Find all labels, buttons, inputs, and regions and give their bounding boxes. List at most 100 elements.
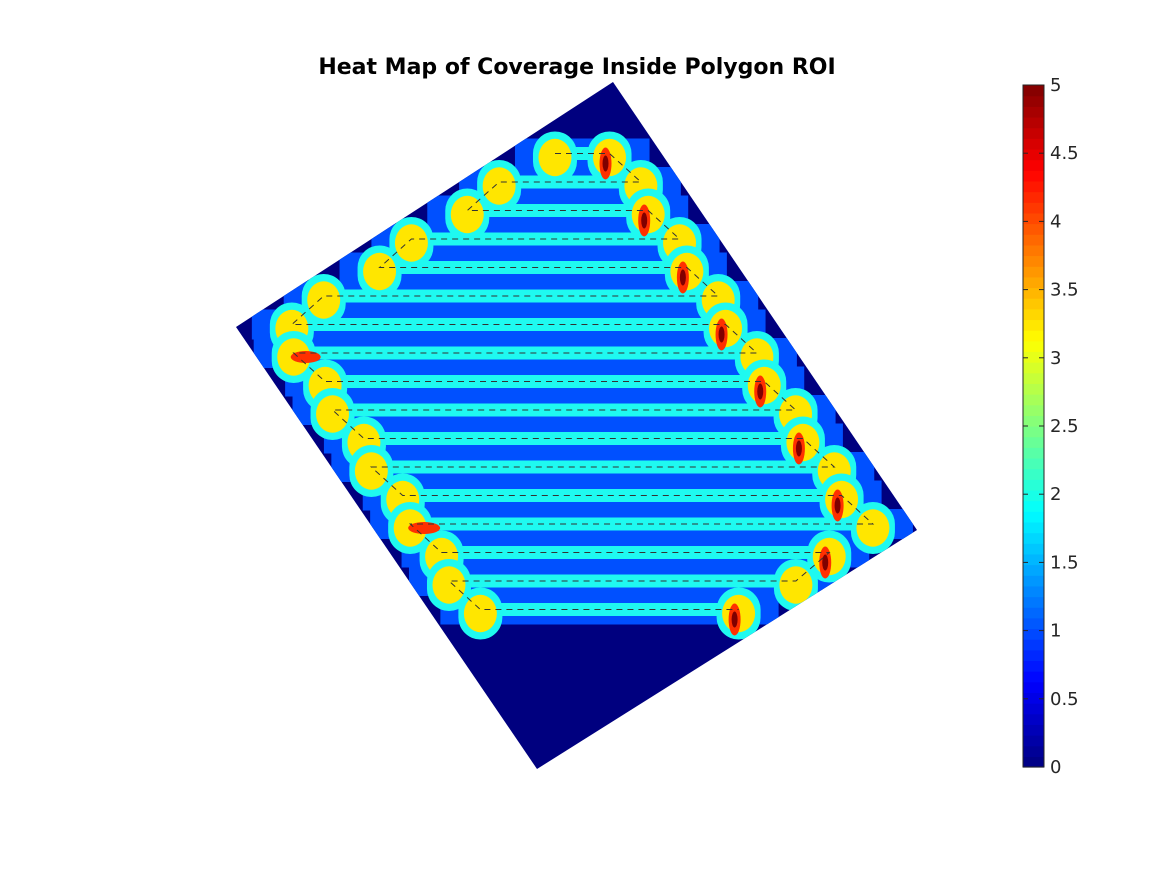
colorbar-swatch: [1023, 649, 1044, 662]
colorbar-swatch: [1023, 756, 1044, 768]
hotspot-4: [408, 522, 441, 534]
hotspot-5: [795, 440, 802, 457]
turn-overlap-3: [856, 509, 890, 547]
colorbar-swatch: [1023, 553, 1044, 566]
colorbar-tick-label: 2.5: [1050, 416, 1079, 437]
colorbar-swatch: [1023, 596, 1044, 608]
colorbar-swatch: [1023, 212, 1044, 225]
sweep-path: [290, 153, 875, 610]
colorbar-tick-label: 2: [1050, 484, 1061, 505]
colorbar-swatch: [1023, 319, 1044, 331]
colorbar-swatch: [1023, 148, 1044, 161]
heatmap-plot: [236, 82, 917, 769]
turn-overlap-3: [432, 566, 466, 604]
colorbar-swatch: [1023, 127, 1044, 139]
colorbar-swatch: [1023, 713, 1044, 725]
colorbar-swatch: [1023, 735, 1044, 747]
colorbar-swatch: [1023, 159, 1044, 171]
colorbar-swatch: [1023, 298, 1044, 310]
colorbar-swatch: [1023, 532, 1044, 544]
colorbar-swatch: [1023, 287, 1044, 299]
hotspot-5: [602, 155, 609, 172]
coverage-band-2: [323, 289, 719, 303]
colorbar-swatch: [1023, 457, 1044, 470]
colorbar-swatch: [1023, 244, 1044, 257]
chart-title: Heat Map of Coverage Inside Polygon ROI: [318, 55, 835, 80]
colorbar-swatch: [1023, 138, 1044, 150]
turn-overlap-3: [482, 167, 516, 205]
hotspot-5: [757, 383, 764, 400]
colorbar-tick-label: 3: [1050, 348, 1061, 369]
colorbar-swatch: [1023, 308, 1044, 321]
colorbar-swatch: [1023, 223, 1044, 235]
colorbar: 0 0.5 1 1.5 2 2.5 3 3.5 4 4.5 5: [1022, 75, 1079, 778]
colorbar-swatch: [1023, 489, 1044, 502]
colorbar-swatch: [1023, 191, 1044, 203]
colorbar-swatch: [1023, 575, 1044, 587]
colorbar-swatch: [1023, 617, 1044, 630]
turn-overlap-3: [363, 252, 397, 291]
colorbar-swatch: [1023, 202, 1044, 214]
turn-overlap-3: [450, 195, 484, 234]
colorbar-swatch: [1023, 585, 1044, 598]
sweep-path-line: [290, 153, 875, 610]
colorbar-swatch: [1023, 628, 1044, 640]
colorbar-gradient: [1023, 85, 1044, 768]
colorbar-swatch: [1023, 671, 1044, 683]
colorbar-swatch: [1023, 362, 1044, 374]
colorbar-swatch: [1023, 703, 1044, 715]
turn-overlap-3: [538, 138, 572, 177]
hotspot-5: [718, 326, 725, 343]
hotspot-5: [834, 497, 841, 514]
hotspot-4: [290, 351, 321, 363]
turn-overlap-3: [307, 281, 341, 319]
colorbar-swatch: [1023, 724, 1044, 736]
colorbar-swatch: [1023, 170, 1044, 182]
colorbar-swatch: [1023, 351, 1044, 363]
colorbar-swatch: [1023, 521, 1044, 534]
colorbar-swatch: [1023, 692, 1044, 704]
coverage-band-2: [332, 403, 796, 417]
coverage-band-2: [441, 546, 830, 559]
colorbar-swatch: [1023, 479, 1044, 491]
colorbar-swatch: [1023, 180, 1044, 193]
colorbar-swatch: [1023, 276, 1044, 289]
colorbar-swatch: [1023, 447, 1044, 459]
colorbar-swatch: [1023, 383, 1044, 395]
colorbar-swatch: [1023, 426, 1044, 438]
colorbar-tick-label: 0.5: [1050, 689, 1079, 710]
hotspot-5: [731, 611, 738, 628]
colorbar-swatch: [1023, 745, 1044, 757]
colorbar-swatch: [1023, 340, 1044, 353]
colorbar-swatch: [1023, 639, 1044, 651]
turn-overlap-3: [779, 566, 813, 604]
colorbar-tick-label: 4.5: [1050, 143, 1079, 164]
colorbar-ticks: 0 0.5 1 1.5 2 2.5 3 3.5 4 4.5 5: [1023, 75, 1079, 778]
colorbar-swatch: [1023, 255, 1044, 267]
turn-overlap-3: [354, 452, 388, 490]
colorbar-swatch: [1023, 436, 1044, 448]
colorbar-swatch: [1023, 511, 1044, 523]
coverage-band-2: [325, 375, 765, 388]
colorbar-swatch: [1023, 500, 1044, 512]
hotspot-5: [822, 554, 829, 571]
colorbar-swatch: [1023, 607, 1044, 619]
colorbar-swatch: [1023, 415, 1044, 427]
colorbar-swatch: [1023, 394, 1044, 406]
turn-overlap-3: [463, 594, 497, 633]
hotspot-5: [641, 212, 648, 229]
turn-overlap-3: [316, 395, 350, 433]
colorbar-swatch: [1023, 660, 1044, 672]
colorbar-swatch: [1023, 404, 1044, 416]
colorbar-swatch: [1023, 681, 1044, 694]
colorbar-tick-label: 1: [1050, 621, 1061, 642]
colorbar-tick-label: 4: [1050, 211, 1061, 232]
colorbar-swatch: [1023, 543, 1044, 555]
colorbar-swatch: [1023, 372, 1044, 384]
colorbar-swatch: [1023, 85, 1044, 97]
colorbar-swatch: [1023, 95, 1044, 107]
colorbar-swatch: [1023, 266, 1044, 278]
colorbar-swatch: [1023, 234, 1044, 246]
colorbar-swatch: [1023, 330, 1044, 342]
